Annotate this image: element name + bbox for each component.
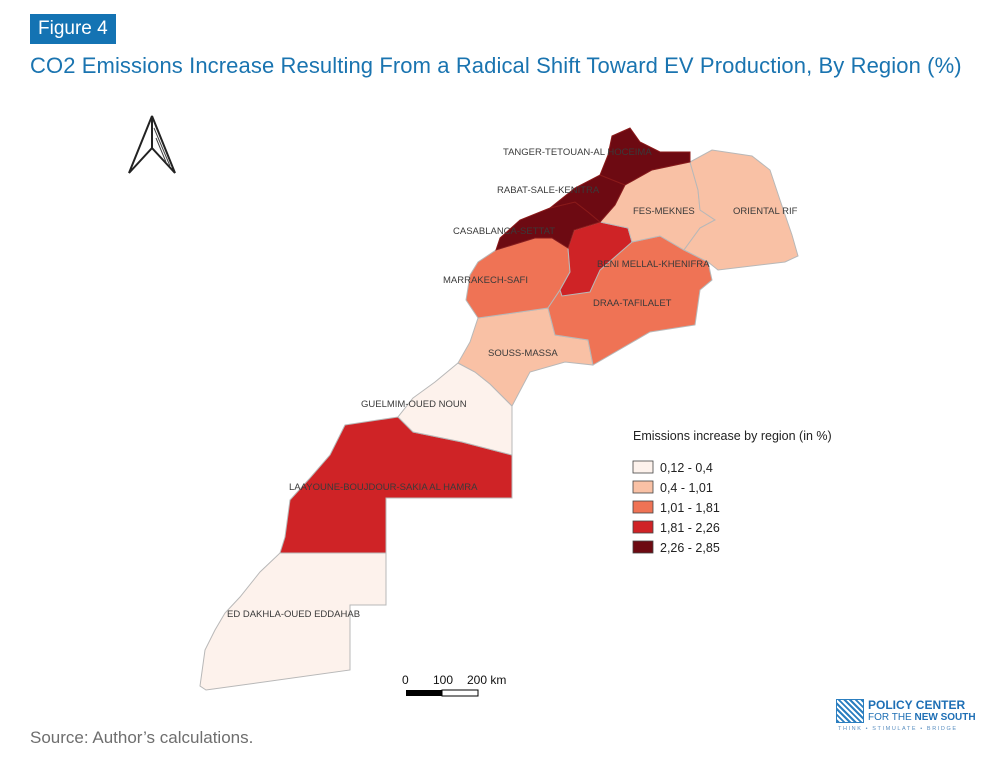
scale-bar: 0 100 200 km	[402, 673, 506, 697]
label-oriental: ORIENTAL RIF	[733, 206, 798, 217]
scale-segment-1	[406, 690, 442, 696]
legend-swatch-1	[632, 480, 654, 494]
label-rabat: RABAT-SALE-KENITRA	[497, 185, 600, 196]
figure-title: CO2 Emissions Increase Resulting From a …	[30, 53, 962, 78]
region-tanger-tetouan-al-hoceima[interactable]	[599, 127, 691, 186]
label-marrakech: MARRAKECH-SAFI	[443, 275, 528, 286]
legend-swatch-3	[632, 520, 654, 534]
source-note: Source: Author’s calculations.	[30, 728, 254, 747]
legend-label-3: 1,81 - 2,26	[660, 521, 720, 535]
map-regions	[199, 127, 799, 691]
scale-segment-2	[441, 689, 479, 697]
figure-badge: Figure 4	[30, 14, 116, 44]
legend-label-0: 0,12 - 0,4	[660, 461, 713, 475]
scale-label-200: 200 km	[467, 673, 506, 687]
label-casablanca: CASABLANCA-SETTAT	[453, 226, 555, 237]
region-ed-dakhla-oued-eddahab[interactable]	[199, 552, 387, 691]
label-souss: SOUSS-MASSA	[488, 348, 558, 359]
north-arrow-icon	[128, 115, 176, 174]
policy-center-logo: POLICY CENTER FOR THE NEW SOUTH THINK • …	[834, 696, 976, 736]
legend-title: Emissions increase by region (in %)	[633, 429, 832, 443]
legend-label-1: 0,4 - 1,01	[660, 481, 713, 495]
region-labels: TANGER-TETOUAN-AL HOCEIMA RABAT-SALE-KEN…	[227, 147, 798, 620]
logo-line2: FOR THE NEW SOUTH	[868, 712, 976, 723]
legend-swatch-2	[632, 500, 654, 514]
legend-swatch-4	[632, 540, 654, 554]
legend-label-2: 1,01 - 1,81	[660, 501, 720, 515]
map-legend: Emissions increase by region (in %) 0,12…	[632, 429, 832, 555]
label-fes: FES-MEKNES	[633, 206, 695, 217]
legend-label-4: 2,26 - 2,85	[660, 541, 720, 555]
logo-line1: POLICY CENTER	[868, 698, 966, 712]
logo-tagline: THINK • STIMULATE • BRIDGE	[838, 726, 958, 732]
label-laayoune: LAAYOUNE-BOUJDOUR-SAKIA AL HAMRA	[289, 482, 478, 493]
region-oriental-rif[interactable]	[683, 149, 799, 271]
label-dakhla: ED DAKHLA-OUED EDDAHAB	[227, 609, 360, 620]
label-beni-mellal: BENI MELLAL-KHENIFRA	[597, 259, 710, 270]
scale-label-100: 100	[433, 673, 453, 687]
label-guelmim: GUELMIM-OUED NOUN	[361, 399, 467, 410]
logo-mark-icon	[836, 699, 864, 723]
region-rabat-sale-kenitra[interactable]	[549, 174, 626, 223]
legend-swatch-0	[632, 460, 654, 474]
scale-label-0: 0	[402, 673, 409, 687]
label-tanger: TANGER-TETOUAN-AL HOCEIMA	[503, 147, 652, 158]
label-draa: DRAA-TAFILALET	[593, 298, 672, 309]
